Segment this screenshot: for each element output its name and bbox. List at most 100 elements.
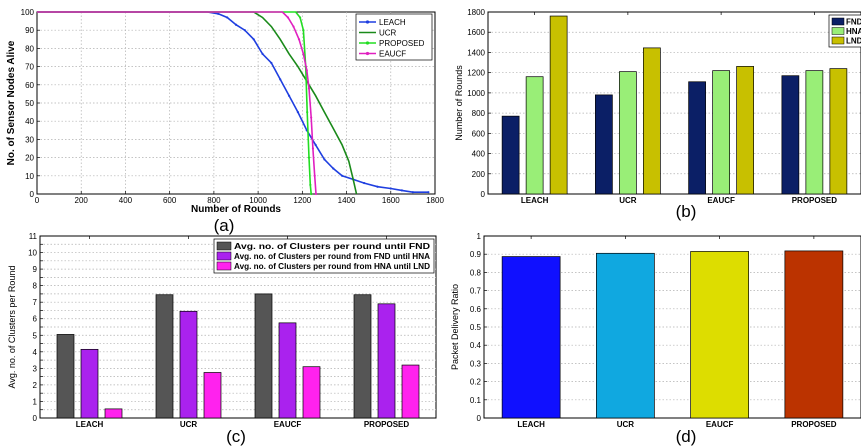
data-point [400, 189, 403, 192]
legend-box [213, 238, 435, 274]
bar-proposed-1 [805, 70, 824, 195]
y-tick-label: 2 [33, 381, 38, 390]
data-point [310, 192, 313, 196]
y-tick-label: 50 [25, 99, 34, 108]
legend-swatch [831, 36, 845, 45]
bar-leach-1 [525, 76, 544, 195]
bar-ucr-1 [619, 71, 637, 195]
bar-ucr-1 [179, 310, 198, 419]
bar-leach-1 [80, 348, 99, 419]
y-tick-label: 0.5 [470, 323, 482, 332]
legend-entry: FND [846, 18, 861, 27]
y-tick-label: 70 [25, 63, 34, 72]
legend-marker [365, 20, 370, 24]
x-tick-label: UCR [180, 420, 198, 429]
y-tick-label: 1600 [467, 28, 485, 37]
bar-eaucf-0 [688, 81, 706, 195]
x-tick-label: LEACH [76, 420, 104, 429]
y-tick-label: 0.1 [470, 396, 482, 405]
legend-swatch [216, 241, 232, 251]
data-point [309, 183, 312, 186]
bar-proposed-2 [401, 364, 420, 419]
x-tick-label: 1600 [382, 196, 400, 205]
y-tick-label: 0.2 [470, 378, 482, 387]
y-tick-label: 1400 [467, 48, 485, 57]
y-tick-label: 3 [33, 364, 38, 373]
legend-entry: Avg. no. of Clusters per round from HNA … [234, 262, 430, 271]
bar-ucr-0 [155, 294, 174, 419]
data-point [297, 38, 301, 41]
bar-eaucf-1 [712, 70, 730, 195]
x-tick-label: PROPOSED [791, 420, 837, 429]
chart-a: 0 200 400 600 800 1000 1200 1400 1600 1800 0 10 20 30… [6, 8, 444, 235]
y-tick-label: 90 [25, 26, 34, 35]
y-tick-label: 0 [477, 414, 482, 423]
data-point [427, 191, 430, 194]
legend: Avg. no. of Clusters per round until FND… [213, 238, 435, 274]
data-point [286, 16, 290, 19]
x-tick-label: UCR [617, 420, 635, 429]
y-tick-label: 400 [472, 150, 486, 159]
plot-area [487, 11, 861, 195]
data-point [306, 111, 309, 114]
y-tick-label: 0 [33, 414, 38, 423]
legend-swatch [216, 261, 232, 271]
y-tick-label: 6 [33, 315, 38, 324]
y-tick-label: 1 [33, 397, 38, 406]
data-point [389, 187, 392, 190]
y-tick-label: 0 [30, 190, 35, 199]
y-tick-label: 0.9 [470, 250, 482, 259]
data-point [279, 78, 282, 81]
y-axis-label: Avg. no. of Clusters per Round [7, 266, 17, 389]
bar-leach-2 [104, 408, 123, 419]
y-tick-label: 5 [33, 331, 38, 340]
legend-entry: UCR [379, 29, 397, 38]
y-tick-label: 1200 [467, 69, 485, 78]
legend-entry: HNA [846, 27, 861, 36]
x-tick-label: 400 [119, 196, 133, 205]
y-tick-label: 11 [29, 232, 38, 241]
panel-label: (a) [214, 216, 235, 235]
data-point [292, 25, 295, 28]
x-tick-label: 0 [35, 196, 40, 205]
data-point [332, 167, 335, 170]
y-tick-label: 100 [21, 8, 35, 17]
data-point [217, 12, 220, 15]
bar-eaucf-1 [278, 322, 297, 419]
data-point [226, 16, 229, 19]
data-point [296, 111, 300, 114]
data-point [307, 156, 311, 159]
data-point [307, 87, 311, 90]
data-point [302, 29, 305, 32]
bar-leach-0 [501, 115, 520, 195]
bar-ucr-2 [203, 372, 222, 419]
legend-entry: Avg. no. of Clusters per round until FND [234, 242, 430, 251]
data-point [234, 23, 238, 26]
data-point [323, 158, 326, 161]
data-point [261, 52, 264, 55]
bar-proposed-2 [829, 68, 848, 195]
y-axis-label: Number of Rounds [454, 65, 464, 141]
y-tick-label: 60 [25, 81, 34, 90]
bar-proposed-1 [377, 303, 396, 419]
chart-d: 0 0.1 0.2 0.3 0.4 0.5 0.6 0.7 0.8 0.9 1 LEACH UCR EAU… [450, 232, 861, 446]
y-tick-label: 0.7 [470, 287, 482, 296]
bar-eaucf-0 [254, 293, 273, 419]
data-point [299, 16, 302, 19]
chart-c: 0 1 2 3 4 5 6 7 8 9 10 11 LEACH UCR EAUCF PROPOSED Avg. … [7, 232, 437, 446]
x-tick-label: 600 [163, 196, 177, 205]
y-tick-label: 80 [25, 44, 34, 53]
legend-entry: PROPOSED [379, 39, 425, 48]
y-tick-label: 800 [472, 109, 486, 118]
y-tick-label: 0.3 [470, 359, 482, 368]
data-point [287, 94, 291, 97]
y-tick-label: 0 [481, 190, 486, 199]
y-axis-label: Packet Delivery Ratio [450, 284, 460, 370]
legend-entry: Avg. no. of Clusters per round from FND … [234, 252, 430, 261]
series-line-eaucf [37, 11, 317, 195]
x-tick-label: UCR [619, 196, 637, 205]
data-point [305, 69, 308, 72]
data-point [411, 191, 414, 194]
